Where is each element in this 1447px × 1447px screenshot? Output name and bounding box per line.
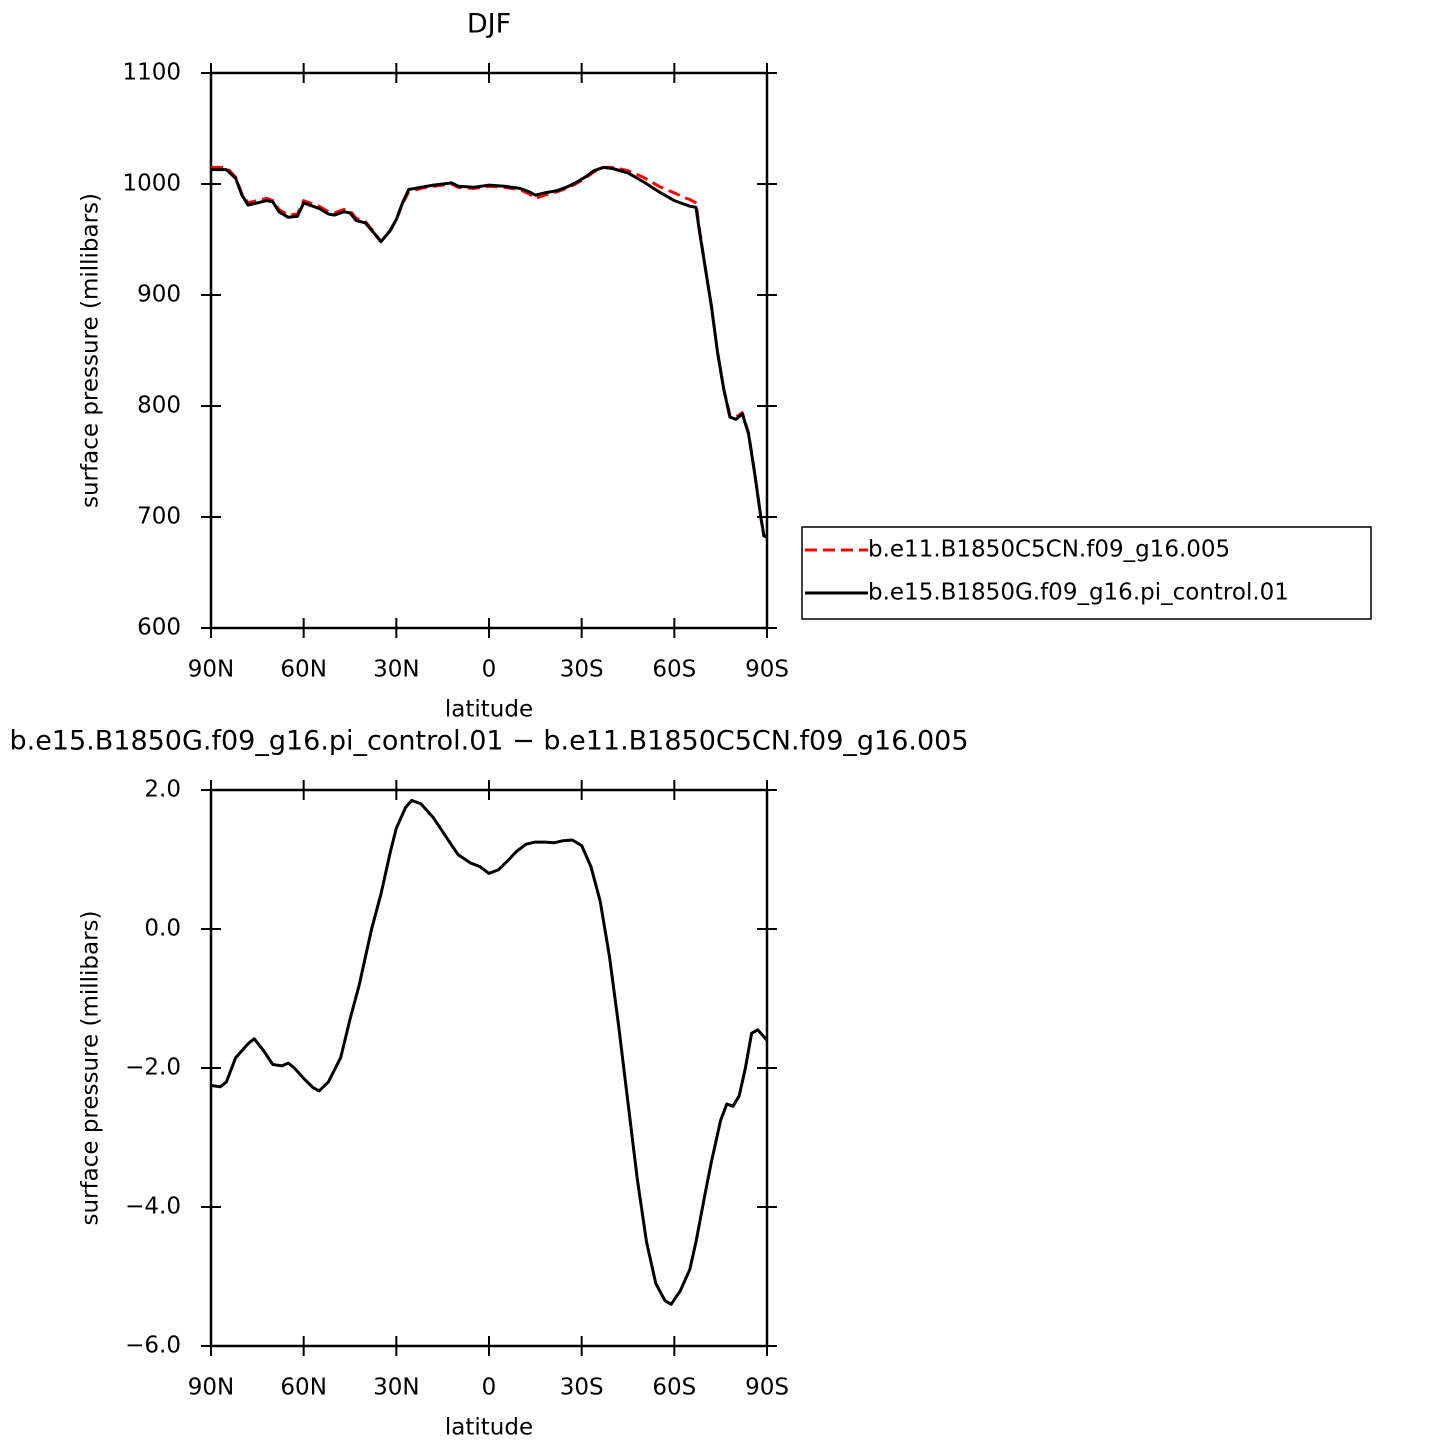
x-tick-label: 30S bbox=[560, 657, 604, 683]
y-tick-label: 700 bbox=[137, 504, 181, 530]
x-tick-label: 60S bbox=[652, 1375, 696, 1401]
chart-title: DJF bbox=[467, 9, 511, 40]
data-line bbox=[211, 165, 768, 539]
legend-label: b.e15.B1850G.f09_g16.pi_control.01 bbox=[868, 580, 1289, 606]
x-tick-label: 60N bbox=[280, 1375, 326, 1401]
y-tick-label: 1100 bbox=[122, 60, 181, 86]
x-tick-label: 90N bbox=[188, 657, 234, 683]
data-line bbox=[211, 165, 768, 539]
x-tick-label: 30N bbox=[373, 657, 419, 683]
x-tick-label: 60S bbox=[652, 657, 696, 683]
y-tick-label: 2.0 bbox=[144, 777, 181, 803]
x-tick-label: 30S bbox=[560, 1375, 604, 1401]
y-tick-label: 800 bbox=[137, 393, 181, 419]
y-tick-label: 1000 bbox=[122, 171, 181, 197]
x-tick-label: 0 bbox=[482, 1375, 497, 1401]
y-tick-label: 900 bbox=[137, 282, 181, 308]
x-axis-label: latitude bbox=[445, 1415, 533, 1441]
legend-label: b.e11.B1850C5CN.f09_g16.005 bbox=[868, 537, 1230, 563]
chart-title: b.e15.B1850G.f09_g16.pi_control.01 − b.e… bbox=[9, 726, 968, 757]
x-tick-label: 30N bbox=[373, 1375, 419, 1401]
x-tick-label: 60N bbox=[280, 657, 326, 683]
y-axis-label: surface pressure (millibars) bbox=[78, 193, 104, 508]
y-axis-label: surface pressure (millibars) bbox=[78, 910, 104, 1225]
y-tick-label: −2.0 bbox=[125, 1055, 181, 1081]
x-tick-label: 90S bbox=[745, 657, 789, 683]
legend-box bbox=[801, 526, 1372, 620]
y-tick-label: 0.0 bbox=[144, 916, 181, 942]
y-tick-label: −6.0 bbox=[125, 1333, 181, 1359]
y-tick-label: −4.0 bbox=[125, 1194, 181, 1220]
plot-frame bbox=[209, 788, 769, 1348]
data-line bbox=[210, 798, 769, 1306]
x-tick-label: 90N bbox=[188, 1375, 234, 1401]
x-tick-label: 90S bbox=[745, 1375, 789, 1401]
plot-frame bbox=[209, 71, 769, 630]
y-tick-label: 600 bbox=[137, 615, 181, 641]
x-tick-label: 0 bbox=[482, 657, 497, 683]
x-axis-label: latitude bbox=[445, 697, 533, 723]
